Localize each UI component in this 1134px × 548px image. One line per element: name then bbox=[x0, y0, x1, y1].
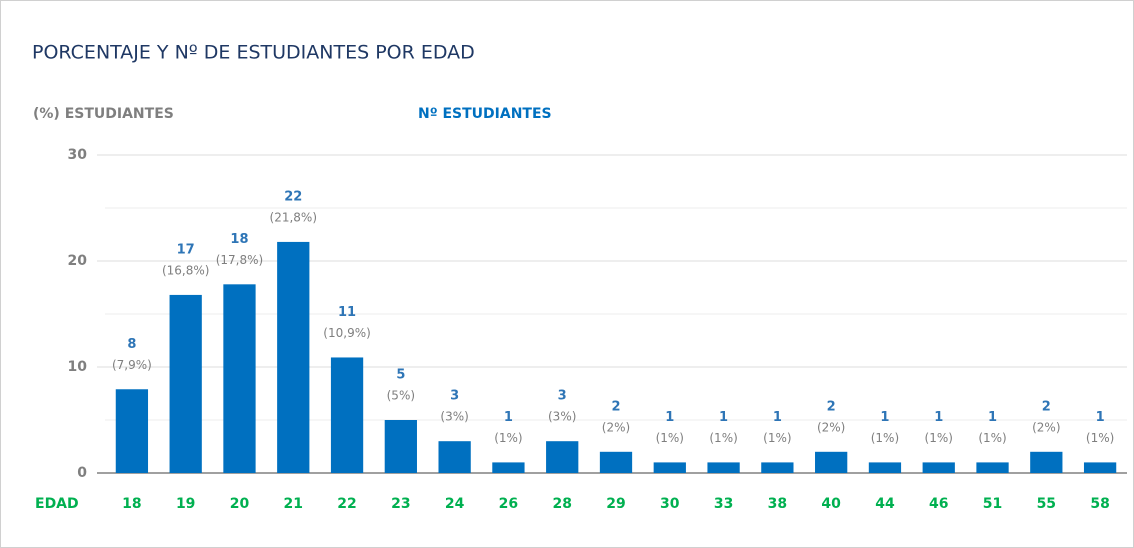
bar bbox=[277, 241, 310, 473]
count-value-label: 17 bbox=[177, 242, 195, 257]
percent-label: (16,8%) bbox=[162, 263, 209, 277]
count-value-label: 1 bbox=[988, 410, 997, 425]
count-value-label: 2 bbox=[611, 399, 620, 414]
count-value-label: 1 bbox=[665, 410, 674, 425]
count-value-label: 1 bbox=[934, 410, 943, 425]
count-value-label: 3 bbox=[558, 389, 567, 404]
percent-label: (5%) bbox=[387, 389, 415, 403]
percent-label: (21,8%) bbox=[270, 210, 317, 224]
bar bbox=[653, 462, 686, 473]
y-tick-label: 10 bbox=[68, 359, 88, 375]
percent-label: (2%) bbox=[1032, 420, 1060, 434]
x-tick-label: 58 bbox=[1090, 496, 1109, 512]
x-tick-label: 28 bbox=[552, 496, 571, 512]
bar bbox=[384, 420, 417, 473]
percent-label: (1%) bbox=[1086, 431, 1114, 445]
percent-label: (2%) bbox=[602, 420, 630, 434]
bar bbox=[546, 441, 579, 473]
x-tick-label: 23 bbox=[391, 496, 410, 512]
percent-label: (3%) bbox=[548, 410, 576, 424]
count-value-label: 11 bbox=[338, 305, 356, 320]
percent-label: (17,8%) bbox=[216, 253, 263, 267]
percent-label: (1%) bbox=[656, 431, 684, 445]
bar bbox=[492, 462, 525, 473]
percent-label: (1%) bbox=[978, 431, 1006, 445]
count-value-label: 1 bbox=[880, 410, 889, 425]
bar bbox=[815, 451, 848, 473]
bar bbox=[438, 441, 471, 473]
bar bbox=[1030, 451, 1063, 473]
x-tick-label: 19 bbox=[176, 496, 195, 512]
count-value-label: 2 bbox=[1042, 399, 1051, 414]
count-value-label: 22 bbox=[284, 189, 302, 204]
bar bbox=[330, 357, 364, 473]
percent-label: (10,9%) bbox=[323, 326, 370, 340]
bar bbox=[1083, 462, 1117, 473]
y-axis-label: (%) ESTUDIANTES bbox=[33, 106, 174, 122]
chart-title: PORCENTAJE Y Nº DE ESTUDIANTES POR EDAD bbox=[32, 42, 475, 64]
percent-label: (1%) bbox=[709, 431, 737, 445]
y-tick-label: 30 bbox=[68, 147, 88, 163]
bar bbox=[922, 462, 955, 473]
count-value-label: 1 bbox=[773, 410, 782, 425]
x-axis-label: EDAD bbox=[35, 496, 79, 512]
x-tick-label: 26 bbox=[499, 496, 518, 512]
count-value-label: 1 bbox=[504, 410, 513, 425]
x-tick-label: 33 bbox=[714, 496, 733, 512]
x-tick-label: 21 bbox=[284, 496, 303, 512]
percent-label: (7,9%) bbox=[112, 358, 152, 372]
bar bbox=[599, 451, 633, 473]
x-tick-label: 29 bbox=[606, 496, 625, 512]
percent-label: (1%) bbox=[925, 431, 953, 445]
x-tick-label: 38 bbox=[768, 496, 787, 512]
count-value-label: 1 bbox=[1096, 410, 1105, 425]
x-tick-label: 24 bbox=[445, 496, 465, 512]
bar bbox=[169, 294, 202, 473]
count-value-label: 5 bbox=[396, 368, 405, 383]
bar bbox=[761, 462, 794, 473]
percent-label: (2%) bbox=[817, 420, 845, 434]
x-tick-label: 30 bbox=[660, 496, 680, 512]
x-tick-label: 44 bbox=[875, 496, 895, 512]
bar bbox=[223, 284, 256, 473]
percent-label: (1%) bbox=[494, 431, 522, 445]
x-tick-label: 55 bbox=[1037, 496, 1056, 512]
x-tick-label: 51 bbox=[983, 496, 1002, 512]
x-tick-label: 20 bbox=[230, 496, 250, 512]
x-tick-label: 18 bbox=[122, 496, 141, 512]
y-tick-label: 20 bbox=[68, 253, 88, 269]
percent-label: (3%) bbox=[440, 410, 468, 424]
count-value-label: 3 bbox=[450, 389, 459, 404]
percent-label: (1%) bbox=[871, 431, 899, 445]
bar bbox=[976, 462, 1009, 473]
count-value-label: 18 bbox=[230, 232, 248, 247]
y-tick-label: 0 bbox=[77, 465, 87, 481]
bar bbox=[868, 462, 902, 473]
x-tick-label: 46 bbox=[929, 496, 948, 512]
percent-label: (1%) bbox=[763, 431, 791, 445]
x-tick-label: 22 bbox=[337, 496, 356, 512]
count-label: Nº ESTUDIANTES bbox=[418, 106, 552, 122]
bar bbox=[707, 462, 740, 473]
count-value-label: 8 bbox=[127, 337, 136, 352]
bar bbox=[115, 389, 149, 473]
x-tick-label: 40 bbox=[821, 496, 841, 512]
count-value-label: 1 bbox=[719, 410, 728, 425]
count-value-label: 2 bbox=[827, 399, 836, 414]
